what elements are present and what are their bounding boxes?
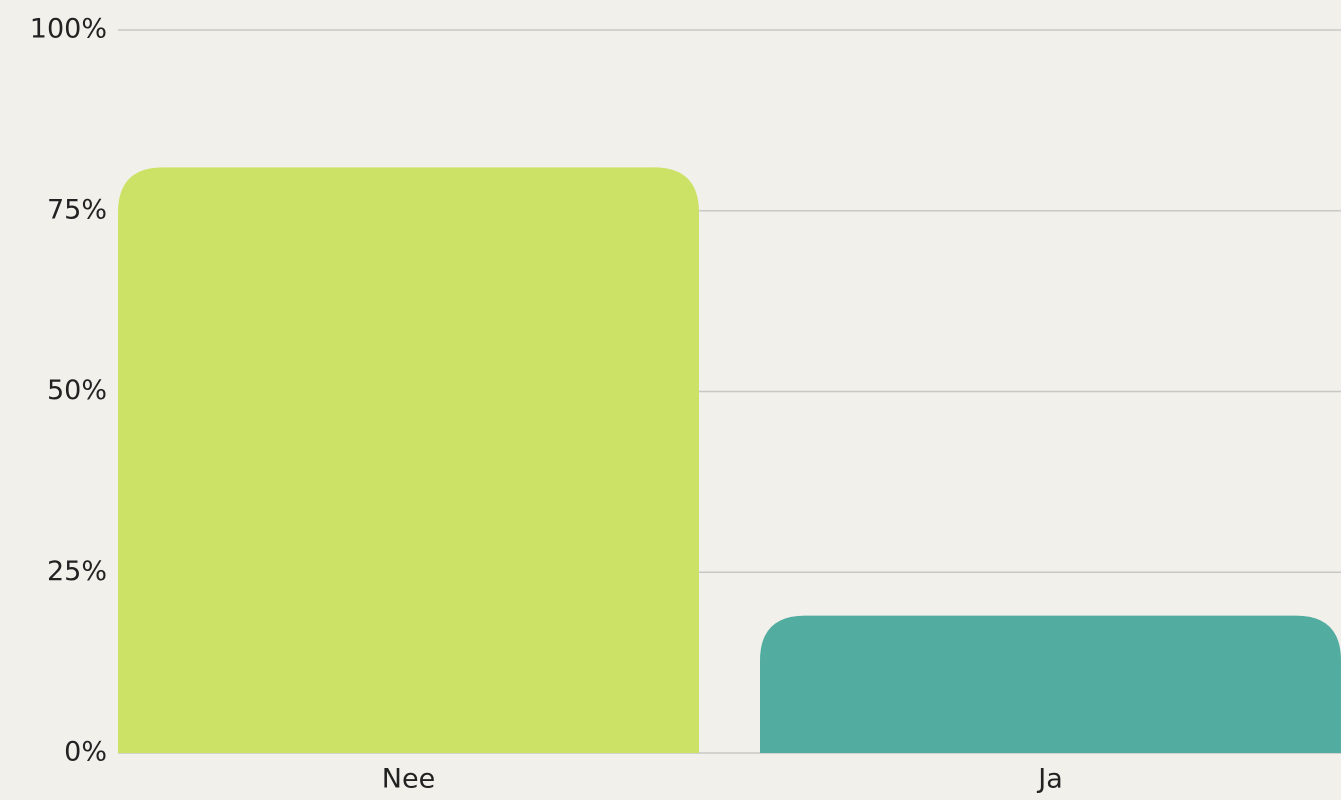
y-tick-label: 100% xyxy=(30,14,107,45)
y-tick-label: 0% xyxy=(64,737,107,768)
x-tick-label: Ja xyxy=(1036,764,1063,795)
bar xyxy=(118,167,699,753)
x-tick-label: Nee xyxy=(382,764,435,795)
y-tick-label: 75% xyxy=(47,194,107,225)
y-tick-label: 50% xyxy=(47,375,107,406)
bar xyxy=(760,615,1341,753)
y-tick-label: 25% xyxy=(47,556,107,587)
